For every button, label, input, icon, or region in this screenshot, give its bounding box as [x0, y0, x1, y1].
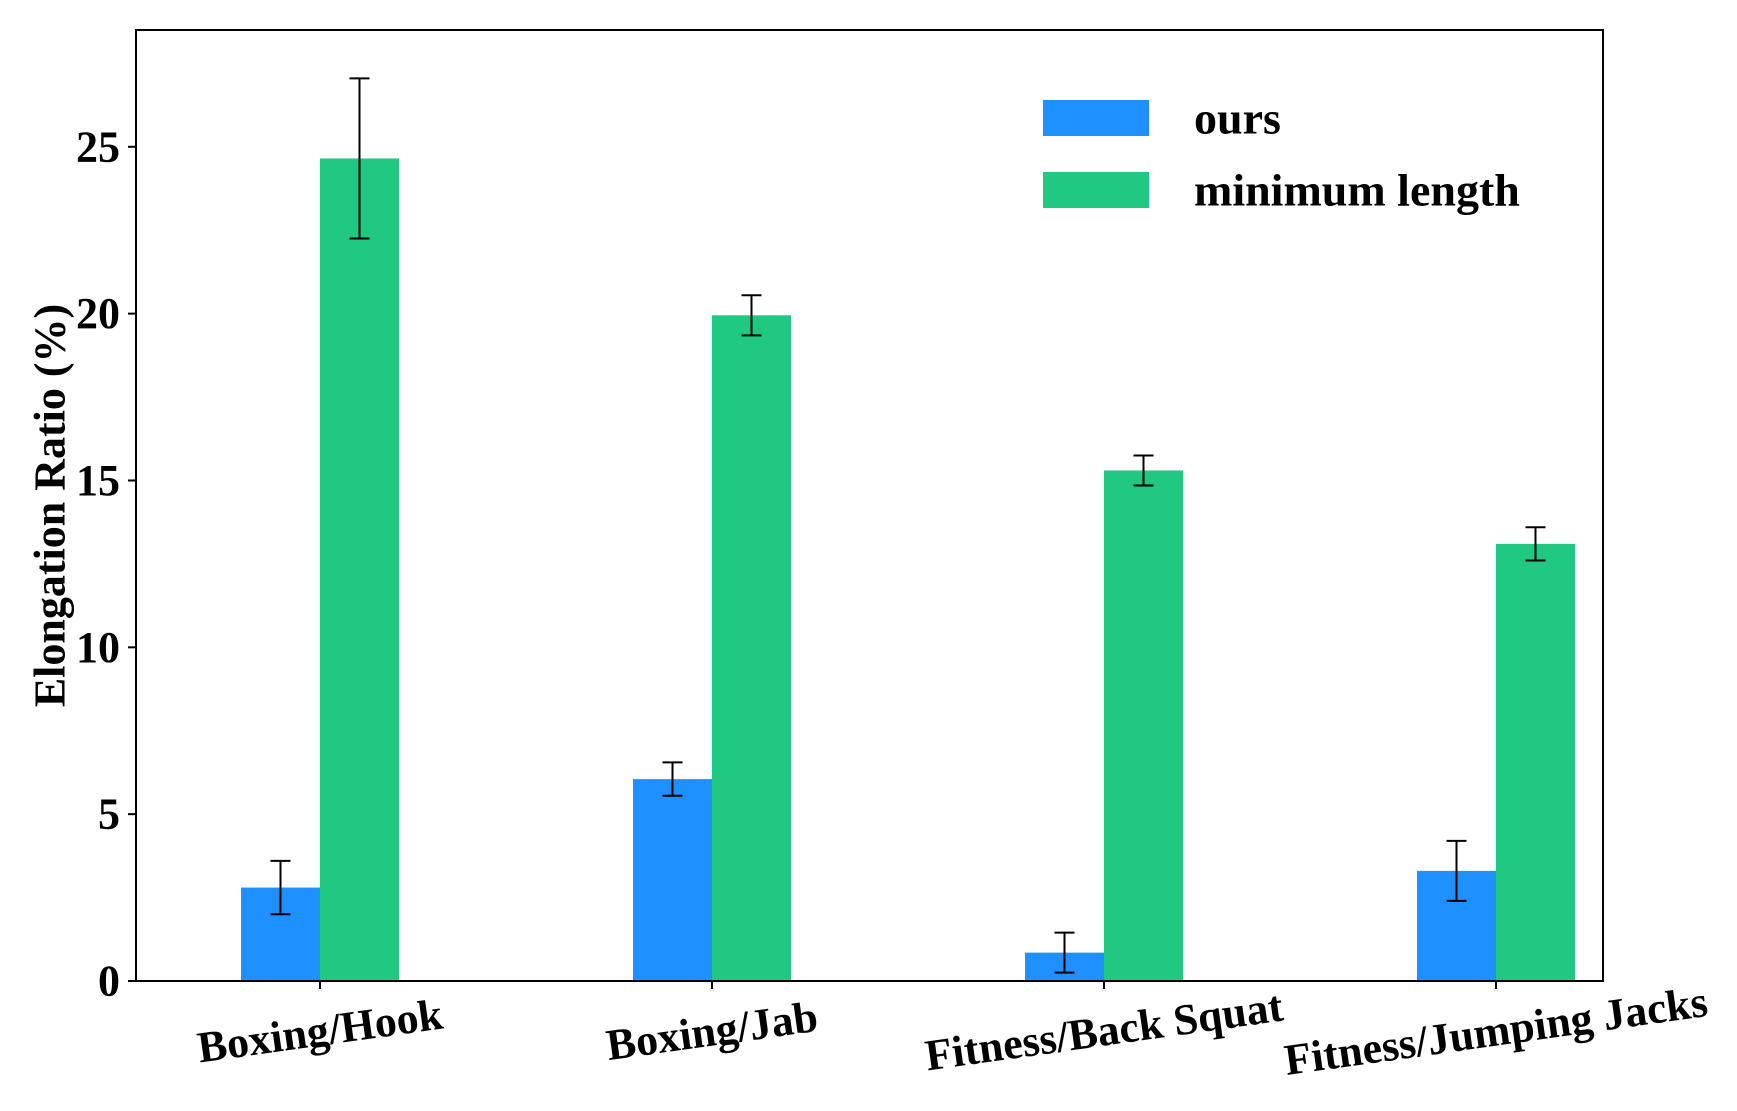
error-bar-ours-2 [1054, 931, 1075, 974]
legend-label: ours [1194, 93, 1281, 144]
bar-ours-1 [633, 779, 712, 981]
y-tick-label: 10 [76, 623, 120, 672]
bars-layer [241, 158, 1575, 982]
x-axis: Boxing/Hook Boxing/Jab Fitness/Back SquatF… [194, 977, 1710, 1085]
bar-minimum-length-2 [1104, 470, 1183, 981]
y-tick-label: 20 [76, 289, 120, 338]
bar-minimum-length-1 [712, 315, 791, 981]
bar-minimum-length-0 [320, 158, 399, 982]
x-category-label: Fitness/Jumping Jacks [1281, 977, 1710, 1085]
error-bar-minimum-length-1 [741, 294, 762, 337]
bar-minimum-length-3 [1496, 543, 1575, 981]
legend-swatch [1043, 172, 1149, 208]
y-tick-label: 5 [98, 790, 120, 839]
y-axis-label: Elongation Ratio (%) [26, 304, 75, 707]
error-bar-ours-3 [1446, 839, 1467, 902]
error-bar-minimum-length-3 [1525, 526, 1546, 562]
legend-item-ours: ours [1043, 93, 1281, 144]
y-tick-label: 0 [98, 957, 120, 1006]
x-category-label: Boxing/Hook [194, 989, 446, 1072]
legend-item-minimum-length: minimum length [1043, 165, 1520, 216]
x-category-label: Fitness/Back Squat [922, 982, 1286, 1081]
legend-label: minimum length [1194, 165, 1520, 216]
error-bar-ours-0 [270, 859, 291, 916]
legend-swatch [1043, 100, 1149, 136]
error-bars-layer [270, 77, 1546, 974]
error-bar-minimum-length-0 [349, 77, 370, 240]
error-bar-minimum-length-2 [1133, 454, 1154, 487]
plot-frame [135, 29, 1604, 982]
legend: ours minimum length [1043, 93, 1520, 216]
y-axis: 0 5 10 15 20 25 [76, 122, 136, 1006]
error-bar-ours-1 [662, 761, 683, 797]
y-tick-label: 15 [76, 456, 120, 505]
x-category-label: Boxing/Jab [603, 992, 820, 1070]
y-tick-label: 25 [76, 122, 120, 171]
